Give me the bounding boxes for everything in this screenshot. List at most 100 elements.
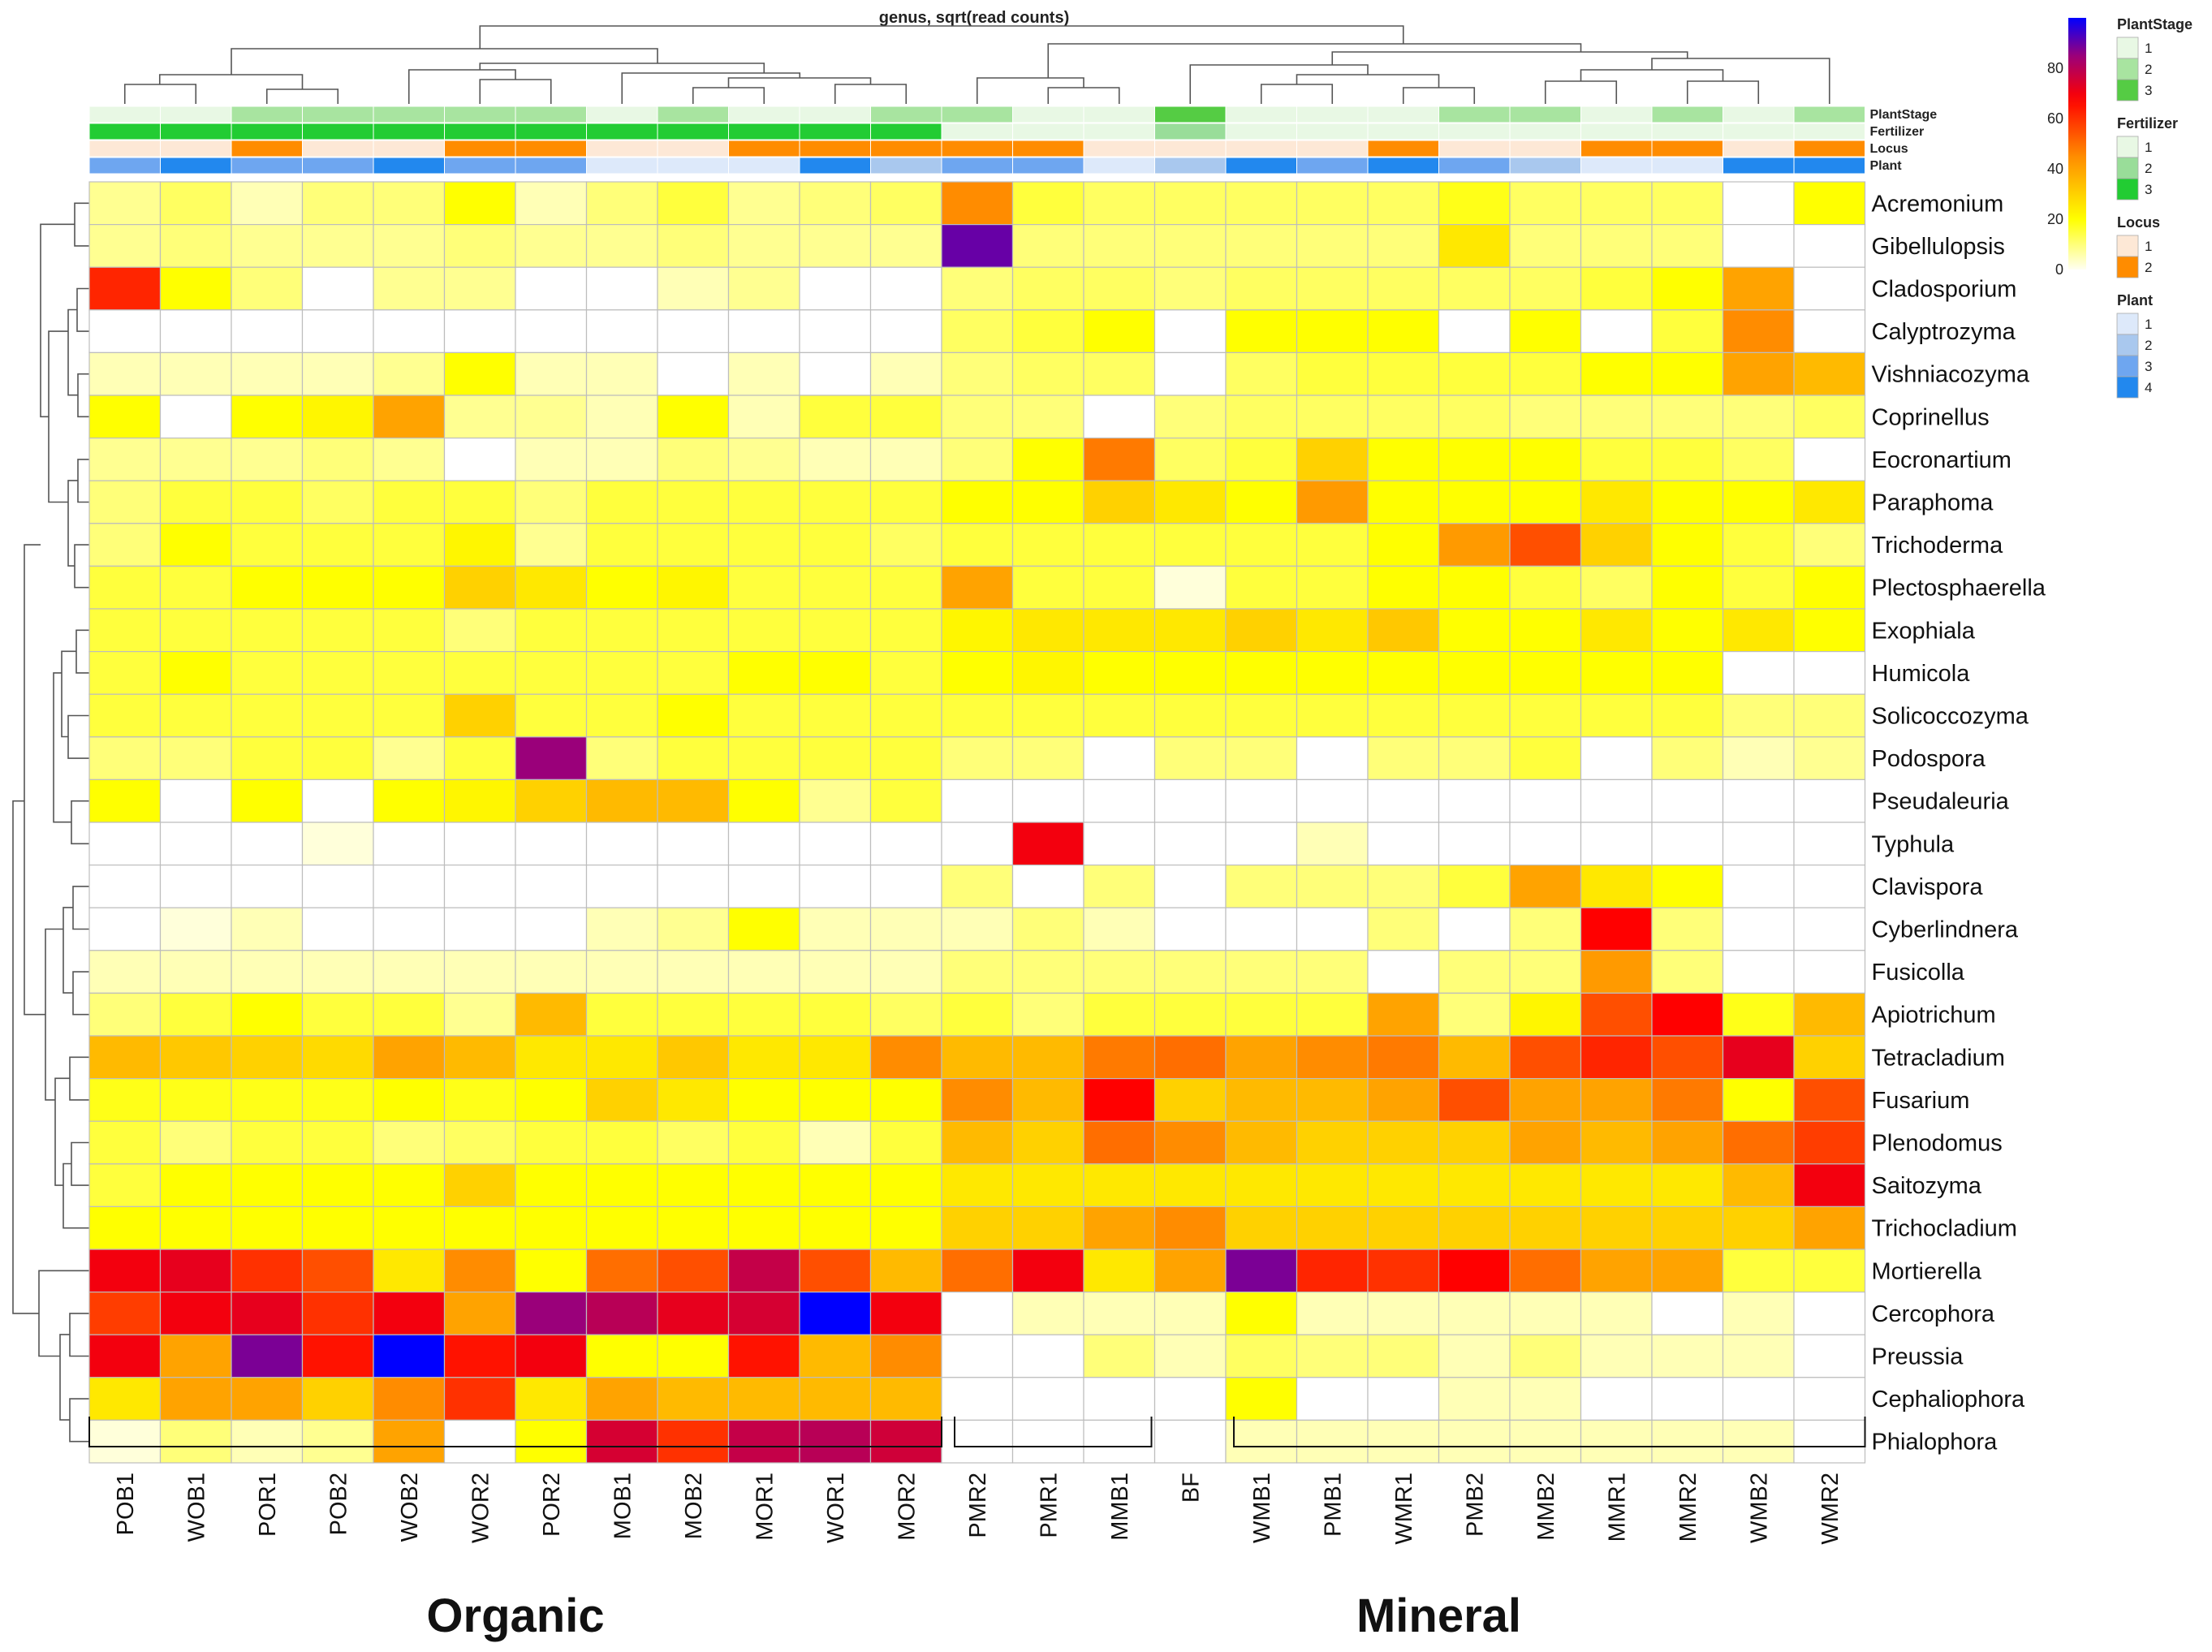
heatmap-cell — [159, 1334, 232, 1378]
dendro-link — [692, 87, 765, 104]
dendro-link — [77, 373, 89, 418]
heatmap-cell — [1722, 822, 1795, 866]
legend-title-locus: Locus — [2117, 214, 2160, 231]
heatmap-cell — [515, 736, 588, 780]
heatmap-cell — [1509, 608, 1582, 653]
heatmap-cell — [1722, 1377, 1795, 1421]
heatmap-cell — [1722, 907, 1795, 951]
heatmap-cell — [1367, 1377, 1440, 1421]
legend-swatch — [2116, 136, 2139, 158]
heatmap-cell — [1722, 992, 1795, 1037]
legend-swatch — [2116, 355, 2139, 377]
heatmap-cell — [301, 1419, 374, 1464]
heatmap-cell — [1438, 779, 1511, 823]
heatmap-cell — [799, 352, 872, 396]
heatmap-cell — [799, 1249, 872, 1293]
heatmap-cell — [159, 395, 232, 439]
annotation-cell-plant — [941, 157, 1013, 175]
heatmap-cell — [443, 437, 516, 481]
heatmap-cell — [1580, 907, 1653, 951]
heatmap-cell — [727, 1035, 800, 1080]
annotation-cell-fertilizer — [1012, 123, 1084, 140]
heatmap-cell — [1011, 1249, 1084, 1293]
annotation-cell-locus — [657, 140, 729, 157]
heatmap-cell — [1011, 480, 1084, 524]
heatmap-cell — [941, 822, 1014, 866]
heatmap-cell — [1011, 224, 1084, 268]
heatmap-cell — [727, 1077, 800, 1122]
heatmap-cell — [1580, 1035, 1653, 1080]
row-label: Mortierella — [1872, 1258, 1982, 1284]
heatmap-cells — [88, 181, 1866, 1464]
heatmap-cell — [869, 650, 942, 695]
heatmap-cell — [657, 1377, 730, 1421]
heatmap-cell — [585, 992, 658, 1037]
dendro-link — [1544, 80, 1618, 104]
row-label: Podospora — [1872, 746, 1986, 772]
legend-level: 2 — [2145, 161, 2152, 176]
heatmap-cell — [1153, 437, 1227, 481]
heatmap-cell — [657, 523, 730, 567]
heatmap-cell — [799, 650, 872, 695]
heatmap-cell — [373, 1163, 446, 1208]
heatmap-cell — [373, 266, 446, 311]
annotation-cell-plant — [231, 157, 303, 175]
heatmap-cell — [941, 608, 1014, 653]
heatmap-cell — [1153, 1077, 1227, 1122]
heatmap-cell — [1367, 693, 1440, 738]
heatmap-cell — [515, 266, 588, 311]
heatmap-cell — [1580, 1120, 1653, 1165]
row-label: Pseudaleuria — [1872, 789, 2010, 815]
heatmap-cell — [1793, 437, 1866, 481]
heatmap-cell — [443, 907, 516, 951]
heatmap-cell — [941, 693, 1014, 738]
heatmap-cell — [585, 352, 658, 396]
heatmap-cell — [1083, 352, 1156, 396]
heatmap-cell — [657, 1334, 730, 1378]
dendro-link — [1189, 64, 1369, 104]
heatmap-cell — [301, 1077, 374, 1122]
heatmap-cell — [1083, 693, 1156, 738]
dendro-link — [1047, 43, 1582, 78]
annotation-cell-plant — [870, 157, 942, 175]
heatmap-cell — [231, 1334, 304, 1378]
heatmap-cell — [1651, 650, 1724, 695]
dendro-link — [72, 971, 89, 1016]
heatmap-cell — [1153, 309, 1227, 353]
heatmap-cell — [231, 822, 304, 866]
heatmap-cell — [159, 608, 232, 653]
heatmap-cell — [1438, 950, 1511, 994]
heatmap-cell — [1083, 907, 1156, 951]
heatmap-cell — [159, 480, 232, 524]
column-label: POR2 — [539, 1473, 565, 1537]
heatmap-cell — [1580, 1077, 1653, 1122]
heatmap-cell — [941, 437, 1014, 481]
heatmap-cell — [1011, 181, 1084, 226]
heatmap-cell — [231, 480, 304, 524]
heatmap-cell — [1296, 309, 1369, 353]
heatmap-cell — [301, 1334, 374, 1378]
heatmap-cell — [941, 266, 1014, 311]
heatmap-cell — [1225, 395, 1298, 439]
heatmap-cell — [727, 736, 800, 780]
heatmap-cell — [301, 352, 374, 396]
legend-level: 1 — [2145, 41, 2152, 56]
row-label: Plenodomus — [1872, 1131, 2003, 1157]
heatmap-cell — [1651, 822, 1724, 866]
heatmap-cell — [88, 1334, 162, 1378]
heatmap-cell — [1153, 480, 1227, 524]
annotation-cell-locus — [799, 140, 871, 157]
heatmap-cell — [159, 1206, 232, 1250]
heatmap-cell — [1438, 736, 1511, 780]
heatmap-cell — [1651, 1249, 1724, 1293]
heatmap-cell — [1153, 608, 1227, 653]
heatmap-cell — [231, 1291, 304, 1335]
heatmap-cell — [1509, 181, 1582, 226]
heatmap-cell — [373, 437, 446, 481]
heatmap-cell — [1651, 736, 1724, 780]
heatmap-cell — [657, 650, 730, 695]
heatmap-cell — [1367, 352, 1440, 396]
heatmap-cell — [657, 437, 730, 481]
heatmap-cell — [1793, 523, 1866, 567]
